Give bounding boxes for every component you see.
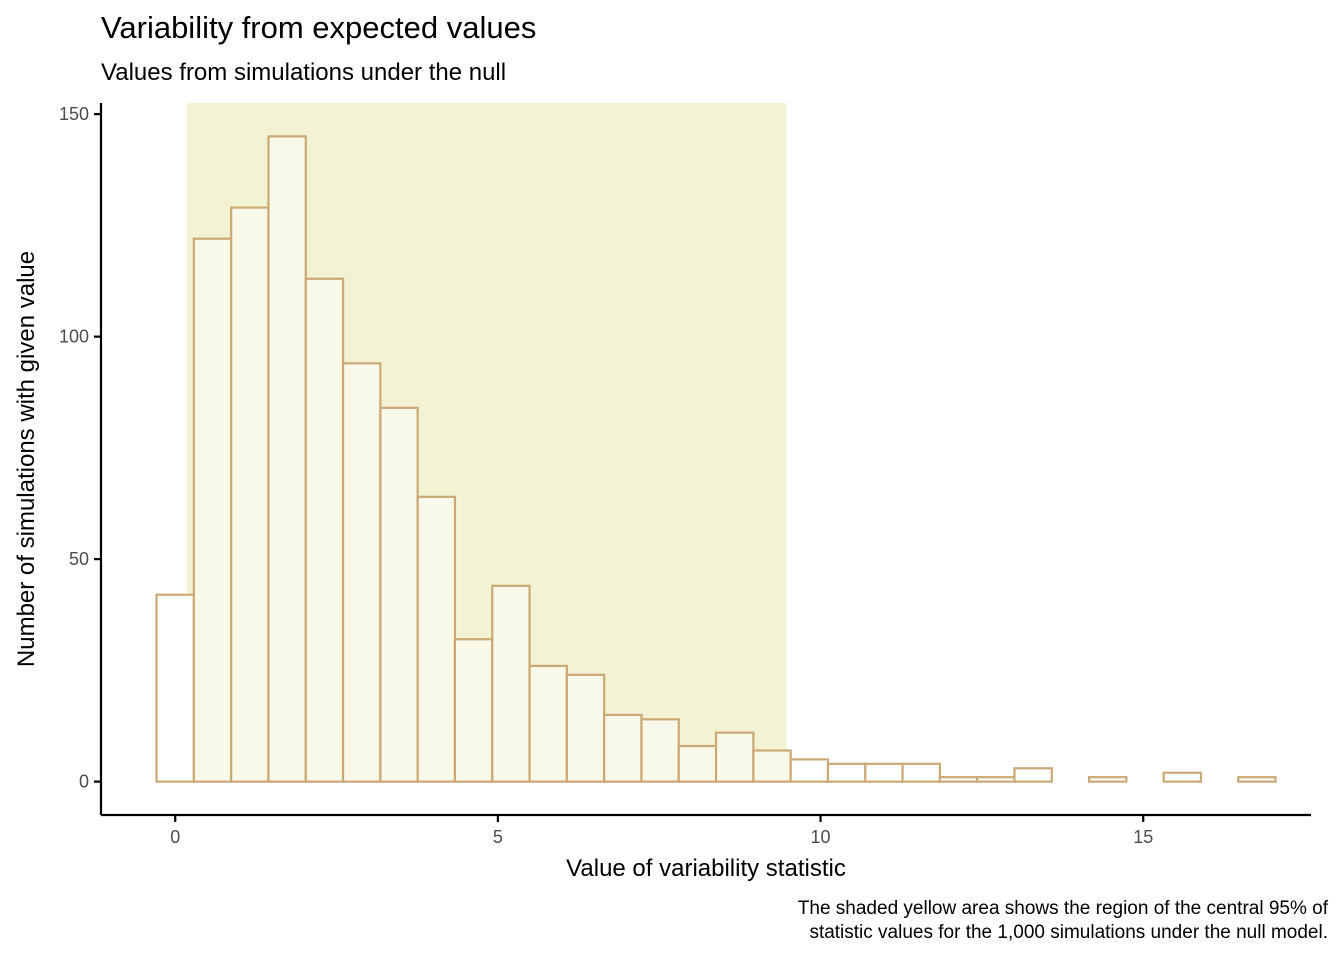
histogram-bar [155,593,195,783]
histogram-bar [416,495,457,783]
histogram-bar [826,762,867,783]
histogram-bar [1162,771,1203,783]
x-tick-label: 5 [493,827,503,847]
histogram-bar [491,584,531,783]
x-tick-label: 10 [811,827,831,847]
histogram-bar [565,673,606,783]
x-tick-label: 15 [1133,827,1153,847]
y-axis-title: Number of simulations with given value [13,251,40,667]
histogram-bar [640,718,680,783]
histogram-bar [453,638,494,783]
histogram-bar [752,749,792,783]
histogram-bar [864,762,904,783]
histogram-bar [901,762,941,783]
histogram-bar [1087,776,1128,783]
histogram-bar [528,664,568,783]
chart-caption: The shaded yellow area shows the region … [798,897,1328,945]
y-tick-label: 50 [69,549,89,569]
histogram-bar [976,776,1016,783]
histogram-bar [304,277,345,783]
histogram-bar [379,406,419,783]
histogram-bar [341,362,382,783]
x-tick-label: 0 [170,827,180,847]
chart-subtitle: Values from simulations under the null [101,59,507,86]
histogram-bar [230,206,270,783]
x-axis-title: Value of variability statistic [566,855,846,882]
histogram-bar [938,776,979,783]
caption-line-1: The shaded yellow area shows the region … [797,898,1328,919]
histogram-bar [789,758,830,783]
y-tick-label: 150 [59,104,89,124]
chart-title: Variability from expected values [101,10,537,45]
histogram-bar [1237,776,1277,783]
y-tick-label: 100 [59,327,89,347]
histogram-bar [267,135,307,783]
histogram-bar [192,237,233,783]
y-tick-label: 0 [79,772,89,792]
histogram-bar [714,731,755,783]
histogram-bar [603,713,643,783]
caption-line-2: statistic values for the 1,000 simulatio… [809,922,1328,943]
histogram-bar [1013,767,1053,783]
histogram-bar [677,744,718,783]
